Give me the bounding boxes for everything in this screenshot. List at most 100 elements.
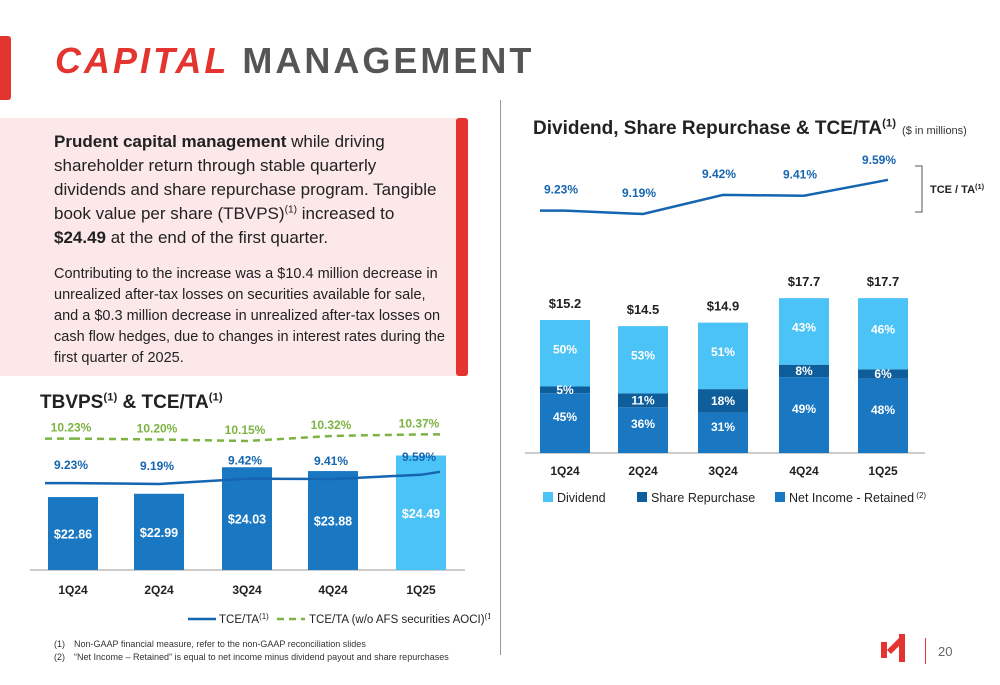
tbvps-chart-title: TBVPS(1) & TCE/TA(1)	[40, 392, 223, 414]
repurchase-bar-segment	[540, 386, 590, 394]
company-logo	[881, 634, 905, 662]
x-tick-label: 1Q25	[868, 464, 898, 478]
retained-percent-label: 48%	[871, 403, 895, 417]
tce-ex-aoci-label: 10.23%	[51, 421, 92, 435]
chart-units-note: ($ in millions)	[902, 125, 967, 137]
x-tick-label: 1Q24	[550, 464, 580, 478]
summary-emphasis: Prudent capital management	[54, 132, 287, 151]
footnote-ref: (1)	[284, 204, 298, 216]
page-number-divider	[925, 638, 926, 664]
retained-bar-segment	[618, 407, 668, 453]
title-accent-word: CAPITAL	[55, 40, 230, 81]
x-tick-label: 3Q24	[232, 583, 262, 597]
tbvps-bar-label: $23.88	[314, 515, 352, 529]
total-label: $15.2	[549, 296, 582, 311]
tce-ta-label: 9.19%	[622, 186, 656, 200]
tce-ex-aoci-label: 10.37%	[399, 416, 440, 430]
summary-paragraph-1: Prudent capital management while driving…	[54, 130, 446, 250]
summary-panel	[0, 118, 468, 376]
x-tick-label: 1Q24	[58, 583, 88, 597]
repurchase-percent-label: 18%	[711, 394, 735, 408]
retained-percent-label: 36%	[631, 417, 655, 431]
x-tick-label: 4Q24	[318, 583, 348, 597]
tbvps-bar-label: $22.99	[140, 526, 178, 540]
tce-ta-line	[564, 179, 884, 216]
repurchase-percent-label: 11%	[631, 393, 655, 407]
tce-ta-label: 9.42%	[228, 454, 262, 468]
x-tick-label: 2Q24	[628, 464, 658, 478]
footnote-ref: (1)	[485, 612, 490, 621]
tce-ta-line	[72, 473, 422, 486]
tce-ta-label: 9.23%	[544, 183, 578, 197]
legend-tce-ex-aoci-label: TCE/TA (w/o AFS securities AOCI)(1)	[309, 612, 490, 626]
footnote-ref: (1)	[975, 182, 985, 191]
footnotes: (1) Non-GAAP financial measure, refer to …	[54, 638, 449, 664]
dividend-title-text: Dividend, Share Repurchase & TCE/TA	[533, 118, 883, 139]
x-tick-label: 3Q24	[708, 464, 738, 478]
dividend-bar-segment	[540, 320, 590, 387]
tce-ta-label: 9.41%	[783, 168, 817, 182]
tce-ta-line-label: TCE / TA(1)	[930, 182, 985, 196]
tce-ta-label: 9.59%	[402, 450, 436, 464]
retained-bar-segment	[540, 393, 590, 453]
dividend-bar-segment	[779, 298, 829, 365]
tbvps-bar-label: $24.49	[402, 507, 440, 521]
footnote-text: Non-GAAP financial measure, refer to the…	[74, 639, 366, 649]
tbvps-title-text: TBVPS	[40, 392, 104, 413]
tce-ta-label: 9.23%	[54, 458, 88, 472]
repurchase-bar-segment	[698, 389, 748, 413]
dividend-percent-label: 53%	[631, 349, 655, 363]
total-label: $14.9	[707, 299, 740, 314]
tbvps-bar-label: $24.03	[228, 513, 266, 527]
dividend-bar-segment	[858, 298, 908, 370]
retained-bar-segment	[858, 378, 908, 453]
legend-retained-label: Net Income - Retained (2)	[789, 491, 926, 505]
total-label: $17.7	[867, 274, 900, 289]
page-number: 20	[938, 644, 953, 659]
retained-percent-label: 31%	[711, 420, 735, 434]
retained-percent-label: 45%	[553, 410, 577, 424]
legend-dividend-swatch	[543, 492, 553, 502]
summary-text: at the end of the first quarter.	[106, 228, 329, 247]
legend-repurchase-swatch	[637, 492, 647, 502]
dividend-chart: 45% 5% 50% $15.2 1Q24 36% 11% 53% $14.5 2Q24 31% 18…	[525, 153, 985, 505]
repurchase-bar-segment	[858, 369, 908, 379]
dividend-percent-label: 50%	[553, 342, 577, 356]
repurchase-percent-label: 5%	[556, 383, 574, 397]
title-accent-bar	[0, 36, 11, 100]
dividend-bar-segment	[698, 322, 748, 390]
dividend-percent-label: 46%	[871, 323, 895, 337]
x-tick-label: 2Q24	[144, 583, 174, 597]
tbvps-title-text: & TCE/TA	[117, 392, 209, 413]
tbvps-bar	[308, 471, 358, 570]
footnote-number: (2)	[54, 652, 65, 662]
tce-ta-label: 9.41%	[314, 454, 348, 468]
total-label: $17.7	[788, 274, 821, 289]
footnote-ref: (2)	[914, 491, 926, 500]
summary-panel-edge	[456, 118, 468, 376]
title-rest-word: MANAGEMENT	[242, 40, 535, 81]
section-divider	[500, 100, 501, 655]
retained-bar-segment	[779, 377, 829, 453]
page-title: CAPITAL MANAGEMENT	[55, 40, 534, 82]
tbvps-bar-label: $22.86	[54, 528, 92, 542]
tce-ex-aoci-label: 10.15%	[225, 423, 266, 437]
tce-ta-bracket	[915, 165, 923, 213]
tbvps-chart: $22.86 $22.99 $24.03 $23.88 $24.49 1Q24 2Q24 3Q…	[30, 416, 490, 626]
dividend-percent-label: 43%	[792, 320, 816, 334]
dividend-percent-label: 51%	[711, 345, 735, 359]
tbvps-bar	[48, 497, 98, 570]
legend-repurchase-label: Share Repurchase	[651, 491, 755, 505]
tce-ta-label: 9.59%	[862, 153, 896, 167]
footnote-1: (1) Non-GAAP financial measure, refer to …	[54, 638, 449, 651]
legend-dividend-label: Dividend	[557, 491, 606, 505]
tbvps-bar	[134, 493, 184, 570]
footnote-text: “Net Income – Retained” is equal to net …	[74, 652, 449, 662]
tce-ex-aoci-label: 10.32%	[311, 418, 352, 432]
legend-retained-swatch	[775, 492, 785, 502]
tce-ta-line-tail	[420, 470, 441, 477]
footnote-ref: (1)	[103, 391, 118, 404]
footnote-2: (2) “Net Income – Retained” is equal to n…	[54, 651, 449, 664]
dividend-chart-title: Dividend, Share Repurchase & TCE/TA(1) ($…	[533, 118, 967, 140]
total-label: $14.5	[627, 302, 660, 317]
